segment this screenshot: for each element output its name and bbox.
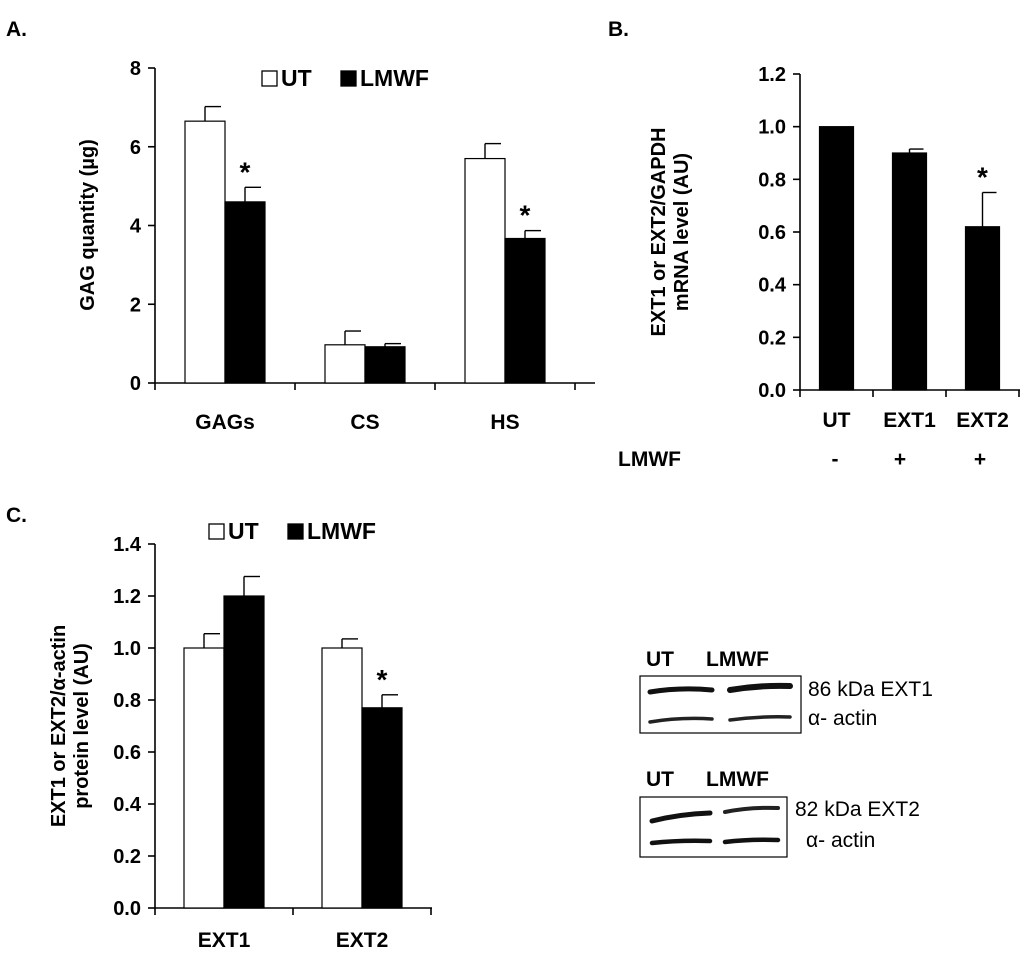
chart-a-legend-swatch-lmwf [340, 70, 357, 87]
chart-a-y-tick-label: 4 [130, 216, 142, 238]
chart-c-bar-lmwf [223, 595, 265, 909]
chart-b-significance-marker: * [977, 162, 988, 193]
chart-b-y-tick-label: 1.0 [758, 117, 786, 139]
chart-c-significance-marker: * [377, 664, 388, 695]
chart-b-y-tick-label: 0.4 [758, 275, 787, 297]
blot-ext1-actin-lmwf [728, 715, 792, 722]
chart-a-y-tick-label: 2 [130, 294, 141, 316]
blot-ext1-band-label: 86 kDa EXT1 [808, 678, 933, 701]
chart-b-bar-value [891, 152, 928, 391]
chart-b-y-tick-label: 0.0 [758, 380, 786, 402]
chart-a-significance-marker: * [520, 200, 531, 231]
chart-c-legend-label-lmwf: LMWF [307, 518, 376, 544]
chart-c-bar-ut [321, 647, 363, 909]
panel-a-label: A. [6, 18, 27, 41]
chart-a-category-label: CS [350, 411, 379, 434]
chart-c-legend-swatch-ut [208, 523, 225, 540]
chart-b-y-tick-label: 0.8 [758, 169, 786, 191]
chart-b-bar-value [964, 226, 1001, 391]
chart-c-bar-lmwf [361, 707, 403, 909]
chart-b-y-tick-label: 0.2 [758, 327, 786, 349]
chart-c-category-label: EXT2 [336, 929, 389, 952]
chart-c-y-tick-label: 0.0 [113, 898, 141, 920]
chart-b-category-label: UT [823, 409, 851, 432]
chart-a-bar-lmwf [504, 237, 546, 384]
chart-b-category-label: EXT2 [956, 409, 1009, 432]
chart-a-legend-swatch-ut [261, 70, 278, 87]
chart-a-legend-label-ut: UT [281, 65, 312, 91]
chart-c-legend-swatch-lmwf [287, 523, 304, 540]
chart-c-y-tick-label: 0.6 [113, 742, 141, 764]
chart-a-bar-lmwf [364, 346, 406, 384]
blot-ext1-band-lmwf [727, 682, 793, 693]
chart-c-y-tick-label: 0.4 [113, 794, 142, 816]
western-blot-ext2: UT LMWF 82 kDa EXT2 α- actin [639, 768, 920, 858]
chart-a-y-tick-label: 8 [130, 58, 141, 80]
blot-ext2-actin-ut [649, 838, 713, 846]
chart-c-y-tick-label: 0.2 [113, 846, 141, 868]
panel-b-row-mark-ut: - [832, 448, 839, 471]
chart-a-y-tick-label: 6 [130, 137, 141, 159]
panel-b-row-label: LMWF [618, 448, 681, 471]
chart-a-bar-ut [464, 157, 506, 384]
chart-a-legend-label-lmwf: LMWF [360, 65, 429, 91]
chart-c-y-tick-label: 1.2 [113, 586, 141, 608]
chart-a-bar-lmwf [224, 201, 266, 384]
chart-c-y-tick-label: 1.4 [113, 534, 142, 556]
chart-c-y-tick-label: 0.8 [113, 690, 141, 712]
chart-b-y-axis-label: EXT1 or EXT2/GAPDHmRNA level (AU) [648, 128, 693, 337]
blot-ext2-actin-lmwf [722, 837, 781, 845]
blot-ext1-actin-label: α- actin [808, 707, 877, 730]
panel-b-row-mark-ext1: + [894, 448, 906, 471]
blot-ext2-actin-label: α- actin [806, 829, 875, 852]
blot-ext2-band-lmwf [723, 805, 780, 814]
chart-c-category-label: EXT1 [198, 929, 251, 952]
chart-a-category-label: HS [490, 411, 519, 434]
chart-a-significance-marker: * [240, 156, 251, 187]
chart-a-category-label: GAGs [195, 411, 255, 434]
chart-a-y-axis-label: GAG quantity (µg) [77, 139, 99, 311]
chart-a: 0 2 4 6 8 GAGs * CS HS * GAG quantity (µg) UT LMWF [77, 58, 595, 434]
chart-c-y-axis-label: EXT1 or EXT2/α-actinprotein level (AU) [48, 625, 93, 827]
blot-ext1-lane-lmwf: LMWF [706, 648, 769, 671]
panel-b-row-mark-ext2: + [974, 448, 986, 471]
chart-a-bar-ut [324, 344, 366, 384]
chart-b-bar-value [818, 126, 855, 391]
chart-a-bar-ut [184, 120, 226, 384]
chart-c-y-tick-label: 1.0 [113, 638, 141, 660]
blot-ext1-actin-ut [648, 716, 714, 724]
chart-b-y-tick-label: 0.6 [758, 222, 786, 244]
chart-c-legend-label-ut: UT [228, 518, 259, 544]
chart-b-y-tick-label: 1.2 [758, 64, 786, 86]
chart-c: 0.0 0.2 0.4 0.6 0.8 1.0 1.2 1.4 EXT1 EXT2 * EXT1 or… [48, 518, 432, 952]
panel-b-label: B. [608, 18, 629, 41]
chart-b: 0.0 0.2 0.4 0.6 0.8 1.0 1.2 UT EXT1 EXT2 * EXT1 or … [648, 64, 1020, 432]
chart-c-bar-ut [183, 647, 225, 909]
chart-a-y-tick-label: 0 [130, 373, 141, 395]
western-blot-ext1: UT LMWF 86 kDa EXT1 α- actin [639, 648, 933, 734]
panel-c-label: C. [6, 504, 27, 527]
blot-ext2-band-label: 82 kDa EXT2 [795, 798, 920, 821]
chart-b-category-label: EXT1 [883, 409, 936, 432]
blot-ext1-lane-ut: UT [646, 648, 674, 671]
blot-ext2-lane-lmwf: LMWF [706, 768, 769, 791]
blot-ext2-band-ut [649, 810, 713, 824]
blot-ext2-lane-ut: UT [646, 768, 674, 791]
blot-ext1-band-ut [647, 686, 715, 695]
